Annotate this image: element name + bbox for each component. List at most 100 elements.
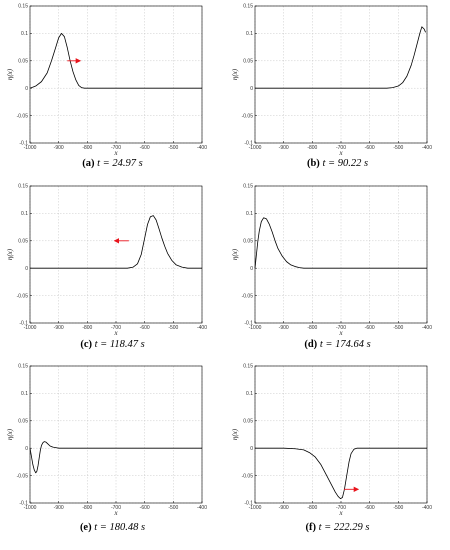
y-tick-label: -0.1 — [19, 501, 28, 507]
panel-e-caption: (e) t = 180.48 s — [0, 522, 225, 533]
x-tick-label: -900 — [279, 145, 289, 151]
x-tick-label: -400 — [422, 145, 432, 151]
x-tick-label: -400 — [197, 145, 207, 151]
panel-a-letter: (a) — [82, 158, 95, 169]
y-tick-label: 0.05 — [18, 419, 28, 425]
panel-b-caption: (b) t = 90.22 s — [225, 158, 450, 169]
panel-d-time: t = 174.64 s — [319, 339, 371, 350]
panel-d-letter: (d) — [304, 339, 318, 350]
plot-area — [255, 366, 427, 503]
panel-e-letter: (e) — [79, 522, 92, 533]
plot-area — [30, 6, 202, 143]
y-tick-label: 0 — [250, 266, 253, 272]
x-tick-label: -400 — [197, 505, 207, 511]
x-tick-label: -400 — [422, 505, 432, 511]
x-axis-label: x — [338, 149, 343, 157]
x-tick-label: -400 — [422, 325, 432, 331]
y-tick-label: 0.05 — [243, 419, 253, 425]
plot-frame — [254, 185, 428, 324]
y-tick-label: 0 — [250, 446, 253, 452]
y-tick-label: 0.1 — [246, 31, 253, 37]
x-tick-label: -700 — [336, 505, 346, 511]
x-tick-label: -700 — [336, 145, 346, 151]
panel-c-caption: (c) t = 118.47 s — [0, 339, 225, 350]
y-axis-label: η(x) — [231, 248, 239, 260]
y-tick-label: 0.15 — [243, 4, 253, 10]
panel-c-letter: (c) — [80, 339, 92, 350]
x-tick-label: -500 — [393, 505, 403, 511]
y-tick-label: -0.05 — [242, 293, 254, 299]
x-tick-label: -800 — [82, 325, 92, 331]
panel-f-time: t = 222.29 s — [318, 522, 370, 533]
x-tick-label: -600 — [140, 145, 150, 151]
panel-a-plot: -1000 -900 -800 -700 -600 -500 -400 -0.1 -0.05 0 0… — [6, 4, 207, 157]
y-tick-label: 0 — [25, 86, 28, 92]
panel-b-plot: -1000 -900 -800 -700 -600 -500 -400 -0.1 -0.05 0 0… — [231, 4, 432, 157]
plot-frame — [29, 185, 203, 324]
y-tick-label: 0.15 — [243, 184, 253, 190]
x-tick-label: -500 — [168, 505, 178, 511]
panel-f-letter: (f) — [305, 522, 317, 533]
y-tick-label: 0.15 — [243, 364, 253, 370]
panel-a-caption: (a) t = 24.97 s — [0, 158, 225, 169]
x-tick-label: -800 — [82, 505, 92, 511]
x-tick-label: -900 — [54, 505, 64, 511]
y-tick-label: 0.1 — [21, 211, 28, 217]
y-tick-label: 0 — [250, 86, 253, 92]
y-tick-label: -0.05 — [17, 473, 29, 479]
x-tick-label: -1000 — [24, 325, 37, 331]
x-tick-label: -800 — [307, 325, 317, 331]
panel-f-plot: -1000 -900 -800 -700 -600 -500 -400 -0.1 -0.05 0 0… — [231, 364, 432, 517]
x-tick-label: -800 — [307, 505, 317, 511]
x-tick-label: -900 — [279, 505, 289, 511]
plot-frame — [29, 365, 203, 504]
panel-c-plot: -1000 -900 -800 -700 -600 -500 -400 -0.1 -0.05 0 0… — [6, 184, 207, 337]
panel-b-time: t = 90.22 s — [322, 158, 369, 169]
y-axis-label: η(x) — [6, 248, 14, 260]
x-axis-label: x — [113, 509, 118, 517]
y-tick-label: 0.1 — [246, 391, 253, 397]
x-tick-label: -1000 — [249, 505, 262, 511]
x-axis-label: x — [113, 149, 118, 157]
panel-c-time: t = 118.47 s — [94, 339, 145, 350]
panel-e-time: t = 180.48 s — [94, 522, 146, 533]
x-tick-label: -700 — [111, 325, 121, 331]
x-tick-label: -600 — [365, 505, 375, 511]
x-tick-label: -700 — [111, 145, 121, 151]
x-tick-label: -800 — [82, 145, 92, 151]
y-tick-label: 0.05 — [18, 239, 28, 245]
x-tick-label: -1000 — [24, 505, 37, 511]
x-tick-label: -600 — [365, 325, 375, 331]
y-tick-label: 0.05 — [243, 59, 253, 65]
y-tick-label: -0.05 — [17, 293, 29, 299]
panel-f-caption: (f) t = 222.29 s — [225, 522, 450, 533]
y-axis-label: η(x) — [231, 68, 239, 80]
series-line — [254, 217, 427, 269]
series-line — [255, 447, 427, 500]
x-axis-label: x — [338, 329, 343, 337]
y-tick-label: 0.15 — [18, 4, 28, 10]
x-tick-label: -600 — [365, 145, 375, 151]
x-axis-label: x — [113, 329, 118, 337]
x-tick-label: -900 — [54, 325, 64, 331]
plot-frame — [29, 5, 203, 144]
x-tick-label: -1000 — [24, 145, 37, 151]
series-line — [255, 26, 426, 89]
y-tick-label: 0.15 — [18, 364, 28, 370]
y-tick-label: 0.1 — [21, 391, 28, 397]
plot-area — [255, 6, 427, 143]
y-tick-label: -0.1 — [244, 141, 253, 147]
y-tick-label: -0.05 — [242, 113, 254, 119]
y-tick-label: -0.1 — [244, 321, 253, 327]
plot-area — [30, 366, 202, 503]
y-tick-label: -0.05 — [242, 473, 254, 479]
panel-b-letter: (b) — [306, 158, 320, 169]
x-tick-label: -700 — [336, 325, 346, 331]
y-axis-label: η(x) — [6, 68, 14, 80]
plot-area — [30, 186, 202, 323]
y-tick-label: -0.1 — [244, 501, 253, 507]
y-axis-label: η(x) — [231, 428, 239, 440]
x-tick-label: -900 — [54, 145, 64, 151]
x-tick-label: -500 — [168, 145, 178, 151]
panel-d-caption: (d) t = 174.64 s — [225, 339, 450, 350]
